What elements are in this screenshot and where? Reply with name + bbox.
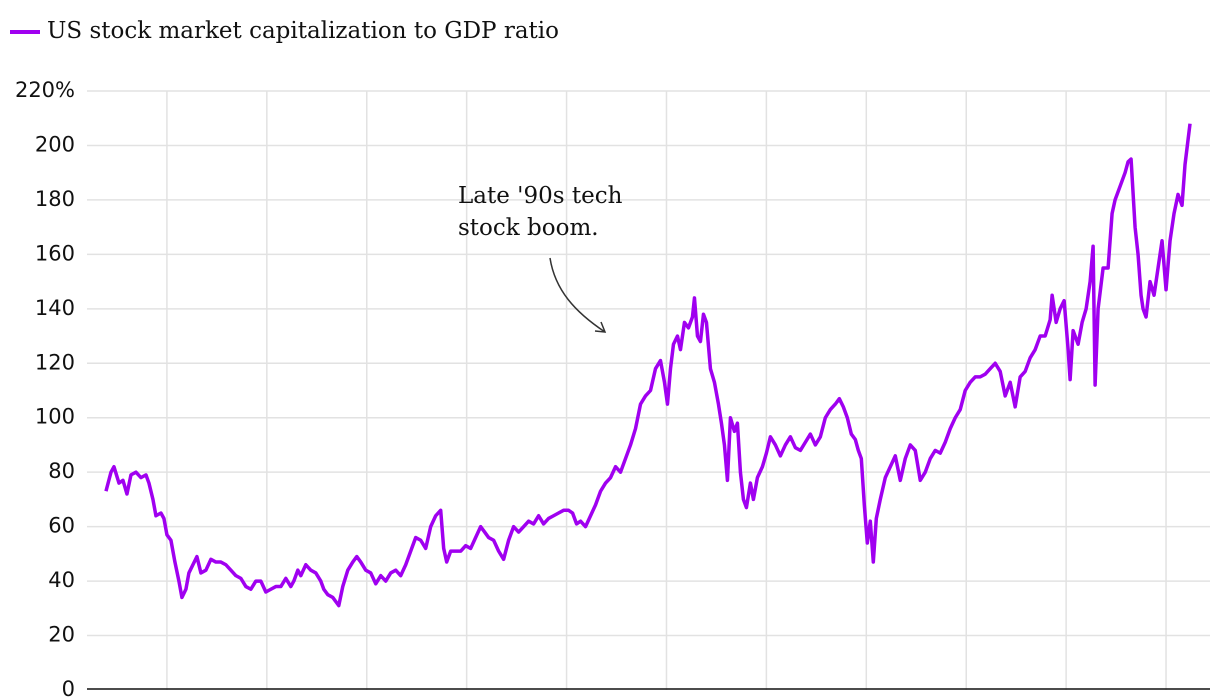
y-tick-label: 100 <box>35 405 75 429</box>
y-tick-label: 120 <box>35 350 75 374</box>
y-tick-label: 20 <box>48 623 75 647</box>
y-tick-label: 0 <box>62 677 75 700</box>
y-tick-label: 180 <box>35 187 75 211</box>
legend-label: US stock market capitalization to GDP ra… <box>47 18 559 44</box>
annotation-arrowhead <box>594 321 607 333</box>
y-tick-label: 160 <box>35 241 75 265</box>
y-tick-label: 80 <box>48 459 75 483</box>
y-tick-label: 200 <box>35 132 75 156</box>
y-tick-label: 40 <box>48 568 75 592</box>
data-line <box>104 123 1192 608</box>
annotation-arrow <box>549 257 606 333</box>
annotation: stock boom. <box>458 215 599 241</box>
annotation: Late '90s tech <box>458 183 623 209</box>
y-tick-label: 140 <box>35 296 75 320</box>
plot: 0 20 40 60 80 100 120 140 160 180 200 220% <box>15 78 1210 700</box>
y-tick-label: 220% <box>15 78 75 102</box>
y-tick-label: 60 <box>48 514 75 538</box>
